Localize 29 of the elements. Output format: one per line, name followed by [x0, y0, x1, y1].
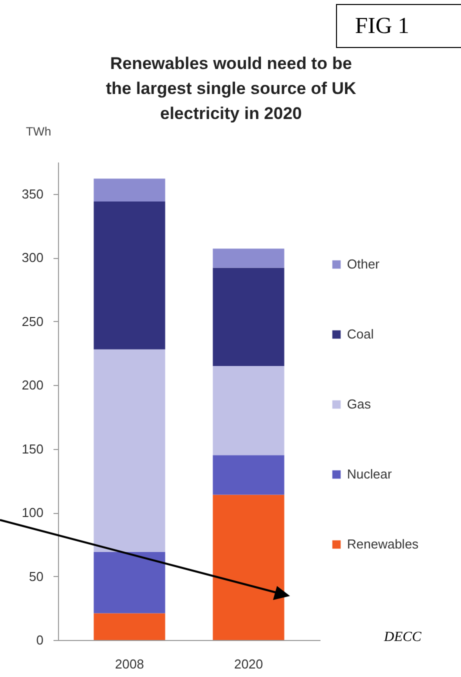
bar [94, 613, 166, 640]
y-tick-label: 300 [22, 250, 44, 266]
y-tick-label: 100 [22, 505, 44, 520]
caption: FIG 1 [336, 4, 461, 48]
x-tick-label: 2008 [114, 656, 144, 672]
legend-label: Nuclear [347, 466, 392, 482]
y-tick-label: 150 [22, 441, 44, 456]
bar [94, 552, 166, 614]
legend-label: Renewables [347, 536, 420, 552]
x-tick-label: 2020 [234, 656, 264, 672]
legend-label: Gas [347, 396, 372, 412]
legend-label: Other [347, 256, 380, 272]
text: DECC [384, 630, 422, 646]
bar [212, 248, 284, 268]
bar [94, 202, 166, 350]
bar [212, 268, 284, 366]
y-tick-label: 350 [22, 186, 44, 202]
y-tick-label: 0 [36, 632, 44, 648]
legend-label: Coal [347, 326, 374, 342]
y-axis-title: TWh [26, 124, 52, 138]
y-tick-label: 50 [29, 568, 44, 584]
y-tick-label: 250 [22, 314, 44, 329]
bar [212, 494, 284, 640]
bar [212, 455, 284, 495]
bar [94, 178, 166, 202]
chart-title: Renewables would need to be the largest single source of UK electricity in 2020 [106, 54, 357, 123]
bar [94, 349, 166, 552]
bar [212, 366, 284, 456]
y-tick-label: 200 [22, 378, 44, 393]
